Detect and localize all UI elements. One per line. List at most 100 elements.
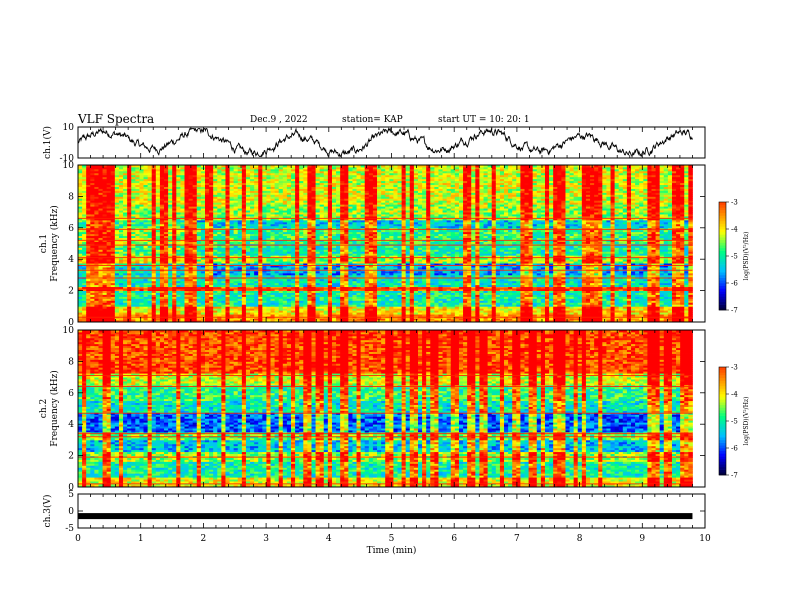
spectrogram-cell: [151, 192, 157, 195]
spectrogram-cell: [110, 288, 116, 291]
spectrogram-cell: [164, 296, 169, 299]
spectrogram-cell: [102, 223, 108, 227]
spectrogram-cell: [102, 176, 108, 180]
spectrogram-cell: [114, 210, 120, 213]
spectrogram-cell: [245, 310, 251, 313]
spectrogram-cell: [106, 261, 112, 264]
spectrogram-cell: [139, 286, 144, 290]
spectrogram-cell: [123, 168, 128, 172]
spectrogram-cell: [135, 284, 140, 288]
spectrogram-cell: [184, 165, 190, 168]
spectrogram-cell: [82, 255, 87, 258]
spectrogram-cell: [225, 208, 230, 211]
spectrogram-cell: [164, 233, 169, 237]
spectrogram-cell: [250, 166, 255, 170]
spectrogram-cell: [180, 318, 185, 321]
spectrogram-cell: [102, 233, 108, 237]
spectrogram-cell: [278, 165, 284, 168]
spectrogram-cell: [204, 186, 210, 189]
spectrogram-cell: [254, 265, 259, 268]
spectrogram-cell: [262, 272, 267, 276]
spectrogram-cell: [233, 188, 239, 191]
spectrogram-cell: [258, 249, 263, 252]
spectrogram-cell: [274, 284, 280, 288]
y-tick-label: -10: [60, 154, 75, 164]
spectrogram-cell: [180, 196, 185, 199]
spectrogram-cell: [143, 192, 149, 195]
spectrogram-cell: [98, 170, 103, 174]
spectrogram-cell: [127, 174, 132, 178]
spectrogram-cell: [172, 320, 177, 323]
spectrogram-cell: [229, 257, 235, 260]
spectrogram-cell: [159, 186, 165, 189]
spectrogram-cell: [209, 288, 214, 291]
spectrogram-cell: [188, 274, 194, 278]
spectrogram-cell: [221, 223, 226, 227]
spectrogram-cell: [102, 200, 108, 203]
spectrogram-cell: [180, 182, 185, 186]
spectrogram-cell: [233, 178, 239, 182]
spectrogram-cell: [172, 251, 177, 254]
spectrogram-cell: [233, 253, 239, 256]
spectrogram-cell: [123, 214, 128, 217]
spectrogram-cell: [274, 261, 280, 264]
spectrogram-cell: [254, 296, 259, 299]
spectrogram-cell: [233, 210, 239, 213]
spectrogram-cell: [114, 166, 120, 170]
spectrogram-cell: [78, 170, 83, 174]
spectrogram-cell: [135, 247, 140, 250]
spectrogram-cell: [278, 274, 284, 278]
spectrogram-cell: [237, 270, 243, 274]
spectrogram-cell: [102, 241, 108, 244]
spectrogram-cell: [118, 267, 124, 270]
spectrogram-cell: [172, 286, 177, 290]
spectrogram-cell: [270, 247, 276, 250]
spectrogram-cell: [200, 217, 206, 221]
spectrogram-cell: [90, 278, 95, 282]
spectrogram-cell: [118, 300, 124, 303]
spectrogram-cell: [266, 290, 271, 293]
spectrogram-cell: [110, 186, 116, 189]
start-time-label: start UT = 10: 20: 1: [438, 115, 530, 125]
spectrogram-cell: [159, 251, 165, 254]
spectrogram-cell: [139, 170, 144, 174]
spectrogram-cell: [262, 284, 267, 288]
spectrogram-cell: [245, 263, 251, 266]
spectrogram-cell: [225, 241, 230, 244]
spectrogram-cell: [237, 190, 243, 193]
spectrogram-cell: [200, 251, 206, 254]
spectrogram-cell: [94, 184, 99, 187]
spectrogram-cell: [86, 166, 91, 170]
spectrogram-cell: [131, 251, 136, 254]
spectrogram-cell: [98, 249, 103, 252]
spectrogram-cell: [82, 216, 87, 219]
spectrogram-cell: [139, 174, 144, 178]
spectrogram-cell: [139, 298, 144, 301]
spectrogram-cell: [278, 312, 284, 315]
spectrogram-cell: [123, 255, 128, 258]
spectrogram-cell: [204, 259, 210, 262]
spectrogram-cell: [151, 294, 157, 297]
spectrogram-cell: [139, 190, 144, 193]
spectrogram-cell: [258, 312, 263, 315]
spectrogram-cell: [94, 204, 99, 207]
spectrogram-cell: [237, 229, 243, 233]
spectrogram-cell: [204, 168, 210, 172]
spectrogram-cell: [110, 306, 116, 309]
spectrogram-cell: [94, 274, 99, 278]
spectrogram-cell: [114, 282, 120, 286]
spectrogram-cell: [176, 278, 181, 282]
spectrogram-cell: [209, 166, 214, 170]
spectrogram-cell: [254, 259, 259, 262]
spectrogram-cell: [155, 184, 161, 187]
spectrogram-cell: [114, 259, 120, 262]
spectrogram-cell: [114, 249, 120, 252]
spectrogram-cell: [262, 312, 267, 315]
spectrogram-cell: [196, 255, 202, 258]
spectrogram-cell: [188, 235, 194, 239]
spectrogram-cell: [250, 168, 255, 172]
spectrogram-cell: [118, 284, 124, 288]
spectrogram-cell: [282, 247, 288, 250]
spectrogram-cell: [172, 312, 177, 315]
spectrogram-cell: [250, 312, 255, 315]
